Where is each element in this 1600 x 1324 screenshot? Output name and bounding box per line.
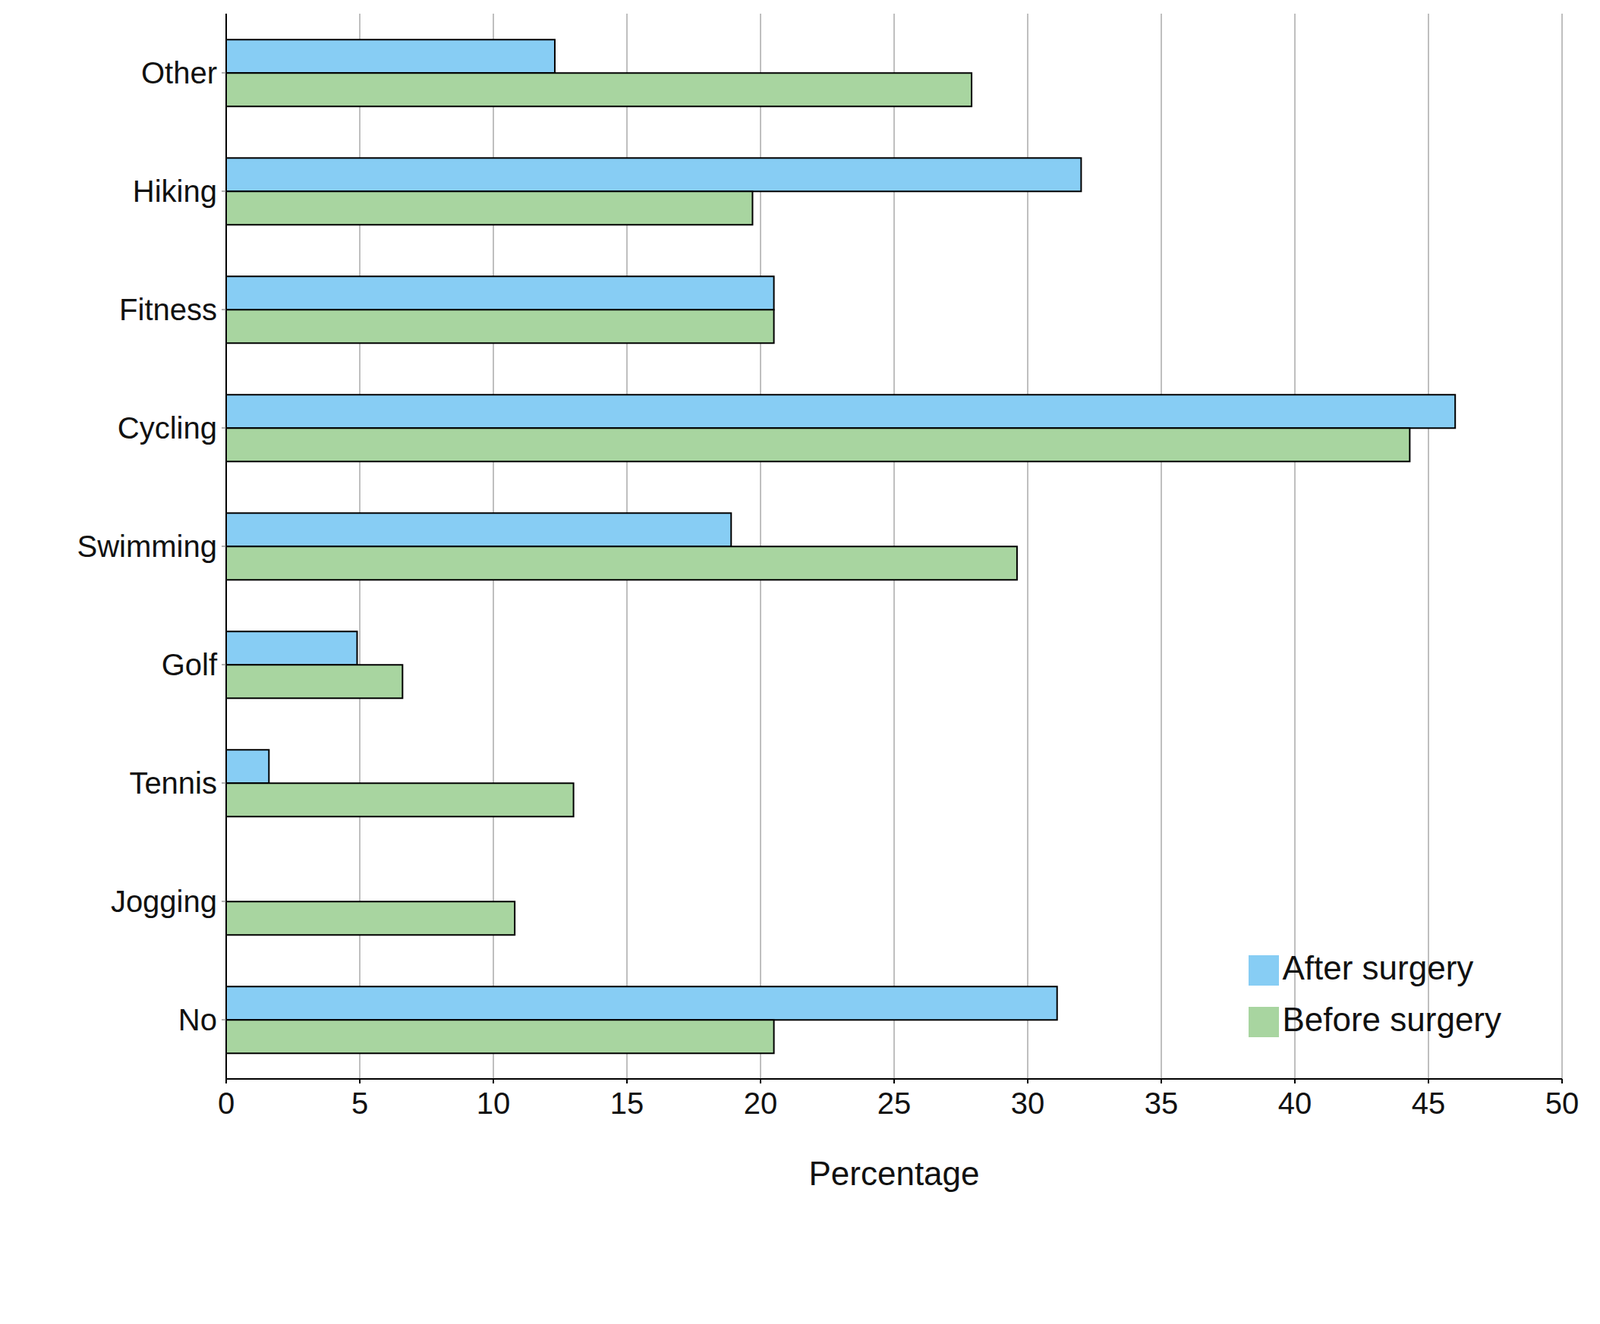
html-text:After surgery: After surgery: [1282, 949, 1474, 987]
svg-text:40: 40: [1278, 1086, 1313, 1121]
svg-text:30: 30: [1011, 1086, 1046, 1121]
svg-text:Cycling: Cycling: [117, 411, 218, 445]
html-text:Before surgery: Before surgery: [1282, 1001, 1502, 1039]
svg-text:Jogging: Jogging: [110, 885, 218, 919]
svg-text:25: 25: [877, 1086, 912, 1121]
svg-text:Golf: Golf: [161, 648, 218, 682]
svg-text:35: 35: [1144, 1086, 1179, 1121]
svg-text:Tennis: Tennis: [129, 766, 218, 800]
svg-text:Hiking: Hiking: [132, 174, 218, 208]
svg-text:Fitness: Fitness: [119, 292, 218, 327]
svg-text:Other: Other: [141, 56, 218, 90]
svg-text:20: 20: [743, 1086, 778, 1121]
svg-text:Percentage: Percentage: [808, 1155, 980, 1193]
svg-text:No: No: [178, 1003, 218, 1037]
svg-text:45: 45: [1411, 1086, 1446, 1121]
svg-text:Swimming: Swimming: [77, 529, 218, 564]
svg-text:0: 0: [217, 1086, 235, 1121]
svg-text:15: 15: [610, 1086, 645, 1121]
svg-text:50: 50: [1545, 1086, 1580, 1121]
svg-text:5: 5: [351, 1086, 369, 1121]
svg-text:10: 10: [476, 1086, 511, 1121]
